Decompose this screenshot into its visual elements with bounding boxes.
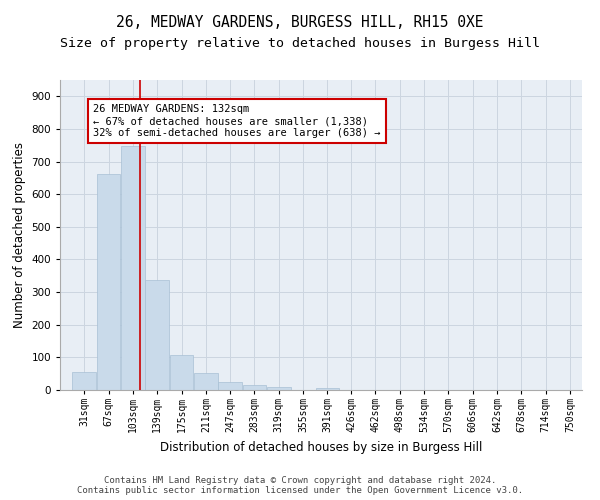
Bar (97, 174, 121, 390)
Bar (316, 388, 339, 390)
Bar (73, 372, 96, 390)
Text: Contains HM Land Registry data © Crown copyright and database right 2024.
Contai: Contains HM Land Registry data © Crown c… (77, 476, 523, 495)
Bar (121, 146, 145, 390)
Bar (194, 372, 218, 390)
Bar (242, 386, 266, 390)
Text: 26 MEDWAY GARDENS: 132sqm
← 67% of detached houses are smaller (1,338)
32% of se: 26 MEDWAY GARDENS: 132sqm ← 67% of detac… (93, 104, 380, 138)
Y-axis label: Number of detached properties: Number of detached properties (13, 142, 26, 328)
Bar (218, 382, 242, 390)
X-axis label: Distribution of detached houses by size in Burgess Hill: Distribution of detached houses by size … (160, 440, 482, 454)
Text: 26, MEDWAY GARDENS, BURGESS HILL, RH15 0XE: 26, MEDWAY GARDENS, BURGESS HILL, RH15 0… (116, 15, 484, 30)
Bar (145, 280, 169, 390)
Bar (170, 355, 193, 390)
Text: Size of property relative to detached houses in Burgess Hill: Size of property relative to detached ho… (60, 38, 540, 51)
Bar (267, 388, 290, 390)
